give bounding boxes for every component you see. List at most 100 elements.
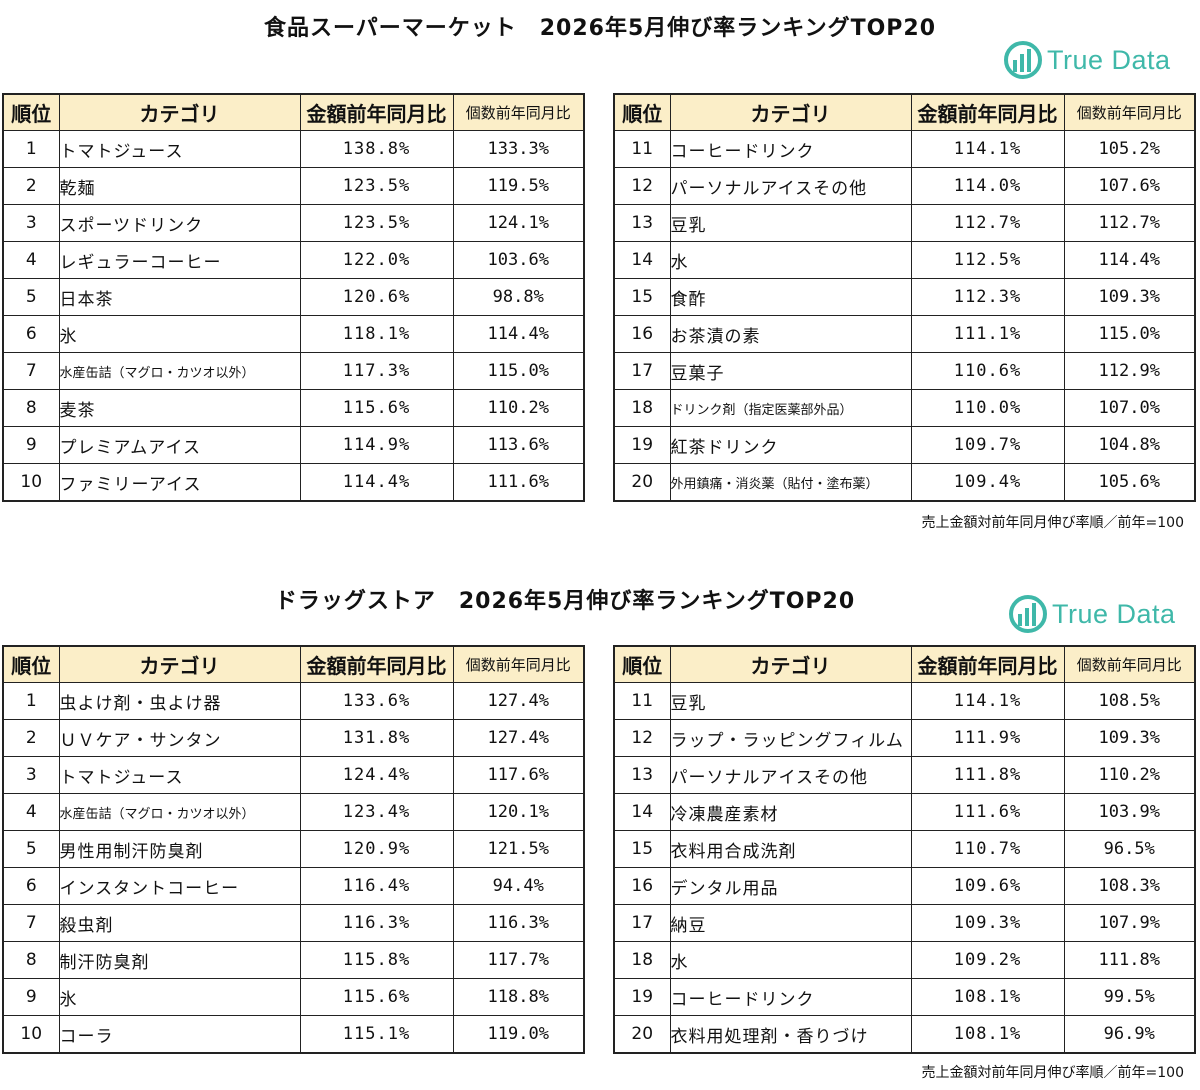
- amount-ratio-cell: 133.6%: [299, 682, 454, 720]
- quantity-ratio-cell: 96.5%: [1063, 830, 1196, 868]
- rank-cell: 14: [613, 793, 671, 831]
- amount-ratio-cell: 115.8%: [299, 941, 454, 979]
- rank-cell: 3: [2, 756, 60, 794]
- category-cell: スポーツドリンク: [58, 204, 301, 242]
- rank-cell: 10: [2, 1015, 60, 1054]
- footnote: 売上金額対前年同月伸び率順／前年=100: [921, 1065, 1184, 1081]
- amount-ratio-cell: 116.4%: [299, 867, 454, 905]
- table-header-row: 順位 カテゴリ 金額前年同月比 個数前年同月比: [613, 93, 1196, 131]
- category-cell: 納豆: [669, 904, 912, 942]
- amount-ratio-cell: 111.8%: [910, 756, 1065, 794]
- amount-ratio-cell: 108.1%: [910, 1015, 1065, 1054]
- header-rank: 順位: [613, 93, 671, 131]
- category-cell: 氷: [58, 315, 301, 353]
- rank-cell: 11: [613, 130, 671, 168]
- amount-ratio-cell: 123.5%: [299, 167, 454, 205]
- table-row: 9 氷 115.6% 118.8%: [2, 978, 585, 1016]
- truedata-logo: True Data: [1003, 40, 1171, 80]
- amount-ratio-cell: 109.4%: [910, 463, 1065, 502]
- table-header-row: 順位 カテゴリ 金額前年同月比 個数前年同月比: [613, 645, 1196, 683]
- table-row: 2 ＵＶケア・サンタン 131.8% 127.4%: [2, 719, 585, 757]
- rank-cell: 11: [613, 682, 671, 720]
- category-cell: コーラ: [58, 1015, 301, 1054]
- category-cell: 虫よけ剤・虫よけ器: [58, 682, 301, 720]
- category-cell: 水: [669, 941, 912, 979]
- category-cell: 氷: [58, 978, 301, 1016]
- amount-ratio-cell: 124.4%: [299, 756, 454, 794]
- rank-cell: 17: [613, 352, 671, 390]
- table-header-row: 順位 カテゴリ 金額前年同月比 個数前年同月比: [2, 645, 585, 683]
- quantity-ratio-cell: 105.6%: [1063, 463, 1196, 502]
- rank-cell: 12: [613, 167, 671, 205]
- table-row: 3 スポーツドリンク 123.5% 124.1%: [2, 204, 585, 242]
- section-title: 食品スーパーマーケット 2026年5月伸び率ランキングTOP20: [263, 16, 937, 41]
- quantity-ratio-cell: 110.2%: [452, 389, 585, 427]
- amount-ratio-cell: 109.6%: [910, 867, 1065, 905]
- quantity-ratio-cell: 111.8%: [1063, 941, 1196, 979]
- table-row: 11 豆乳 114.1% 108.5%: [613, 682, 1196, 720]
- header-rank: 順位: [613, 645, 671, 683]
- category-cell: 殺虫剤: [58, 904, 301, 942]
- table-row: 15 衣料用合成洗剤 110.7% 96.5%: [613, 830, 1196, 868]
- quantity-ratio-cell: 107.6%: [1063, 167, 1196, 205]
- category-cell: 水産缶詰（マグロ・カツオ以外）: [58, 352, 301, 390]
- truedata-logo-icon: [1009, 595, 1047, 633]
- category-cell: トマトジュース: [58, 756, 301, 794]
- rank-cell: 2: [2, 719, 60, 757]
- rank-cell: 1: [2, 682, 60, 720]
- quantity-ratio-cell: 127.4%: [452, 719, 585, 757]
- quantity-ratio-cell: 109.3%: [1063, 719, 1196, 757]
- amount-ratio-cell: 108.1%: [910, 978, 1065, 1016]
- rank-cell: 2: [2, 167, 60, 205]
- category-cell: 豆乳: [669, 682, 912, 720]
- amount-ratio-cell: 109.2%: [910, 941, 1065, 979]
- quantity-ratio-cell: 121.5%: [452, 830, 585, 868]
- quantity-ratio-cell: 124.1%: [452, 204, 585, 242]
- section-title: ドラッグストア 2026年5月伸び率ランキングTOP20: [274, 589, 856, 614]
- ranking-table: 順位 カテゴリ 金額前年同月比 個数前年同月比 1 トマトジュース 138.8% 133.3%…: [2, 93, 585, 502]
- amount-ratio-cell: 116.3%: [299, 904, 454, 942]
- quantity-ratio-cell: 112.7%: [1063, 204, 1196, 242]
- header-quantity: 個数前年同月比: [1063, 93, 1196, 131]
- quantity-ratio-cell: 111.6%: [452, 463, 585, 502]
- category-cell: 豆乳: [669, 204, 912, 242]
- category-cell: 水: [669, 241, 912, 279]
- quantity-ratio-cell: 110.2%: [1063, 756, 1196, 794]
- rank-cell: 5: [2, 830, 60, 868]
- header-category: カテゴリ: [669, 93, 912, 131]
- table-row: 16 お茶漬の素 111.1% 115.0%: [613, 315, 1196, 353]
- rank-cell: 12: [613, 719, 671, 757]
- quantity-ratio-cell: 103.9%: [1063, 793, 1196, 831]
- header-rank: 順位: [2, 93, 60, 131]
- table-row: 6 インスタントコーヒー 116.4% 94.4%: [2, 867, 585, 905]
- rank-cell: 10: [2, 463, 60, 502]
- rank-cell: 7: [2, 352, 60, 390]
- rank-cell: 13: [613, 204, 671, 242]
- quantity-ratio-cell: 94.4%: [452, 867, 585, 905]
- rank-cell: 20: [613, 463, 671, 502]
- header-category: カテゴリ: [669, 645, 912, 683]
- amount-ratio-cell: 117.3%: [299, 352, 454, 390]
- quantity-ratio-cell: 116.3%: [452, 904, 585, 942]
- category-cell: 麦茶: [58, 389, 301, 427]
- category-cell: 冷凍農産素材: [669, 793, 912, 831]
- rank-cell: 16: [613, 867, 671, 905]
- amount-ratio-cell: 123.5%: [299, 204, 454, 242]
- amount-ratio-cell: 110.0%: [910, 389, 1065, 427]
- amount-ratio-cell: 114.4%: [299, 463, 454, 502]
- category-cell: 水産缶詰（マグロ・カツオ以外）: [58, 793, 301, 831]
- category-cell: トマトジュース: [58, 130, 301, 168]
- category-cell: 衣料用処理剤・香りづけ: [669, 1015, 912, 1054]
- table-row: 19 紅茶ドリンク 109.7% 104.8%: [613, 426, 1196, 464]
- amount-ratio-cell: 114.9%: [299, 426, 454, 464]
- quantity-ratio-cell: 115.0%: [1063, 315, 1196, 353]
- category-cell: プレミアムアイス: [58, 426, 301, 464]
- quantity-ratio-cell: 98.8%: [452, 278, 585, 316]
- table-row: 5 男性用制汗防臭剤 120.9% 121.5%: [2, 830, 585, 868]
- amount-ratio-cell: 109.3%: [910, 904, 1065, 942]
- table-row: 14 水 112.5% 114.4%: [613, 241, 1196, 279]
- amount-ratio-cell: 114.0%: [910, 167, 1065, 205]
- table-row: 11 コーヒードリンク 114.1% 105.2%: [613, 130, 1196, 168]
- rank-cell: 8: [2, 389, 60, 427]
- logo-text: True Data: [1052, 598, 1176, 629]
